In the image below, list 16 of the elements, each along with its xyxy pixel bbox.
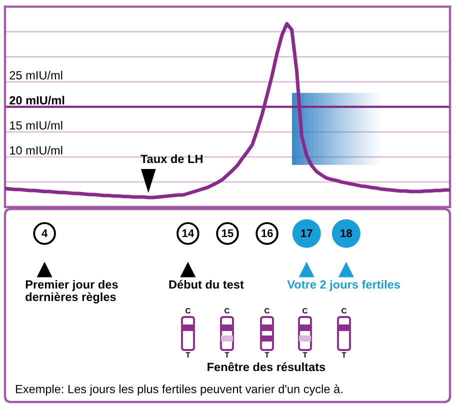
text: Début du test	[169, 280, 244, 289]
x-tick-label: 15	[222, 229, 234, 238]
ref-line-label: 20 mIU/ml	[10, 96, 64, 105]
x-tick-label: 4	[42, 229, 48, 238]
y-tick-label: 10 mIU/ml	[10, 146, 62, 155]
text: Fenêtre des résultats	[208, 362, 326, 372]
annotation: Taux de LH	[140, 154, 202, 164]
x-tick-label: 16	[262, 229, 273, 238]
y-tick-label: 25 mIU/ml	[10, 70, 62, 80]
x-tick-label: 14	[182, 229, 194, 238]
text: Exemple: Les jours les plus fertiles peuvent varier d'un cycle à.	[16, 384, 342, 396]
y-tick-label: 15 mIU/ml	[10, 120, 62, 130]
x-tick-label: 17	[301, 229, 312, 238]
x-tick-label: 18	[340, 229, 352, 238]
text: Premier jour des dernières règles	[26, 280, 118, 304]
text: Votre 2 jours fertiles	[287, 280, 400, 292]
